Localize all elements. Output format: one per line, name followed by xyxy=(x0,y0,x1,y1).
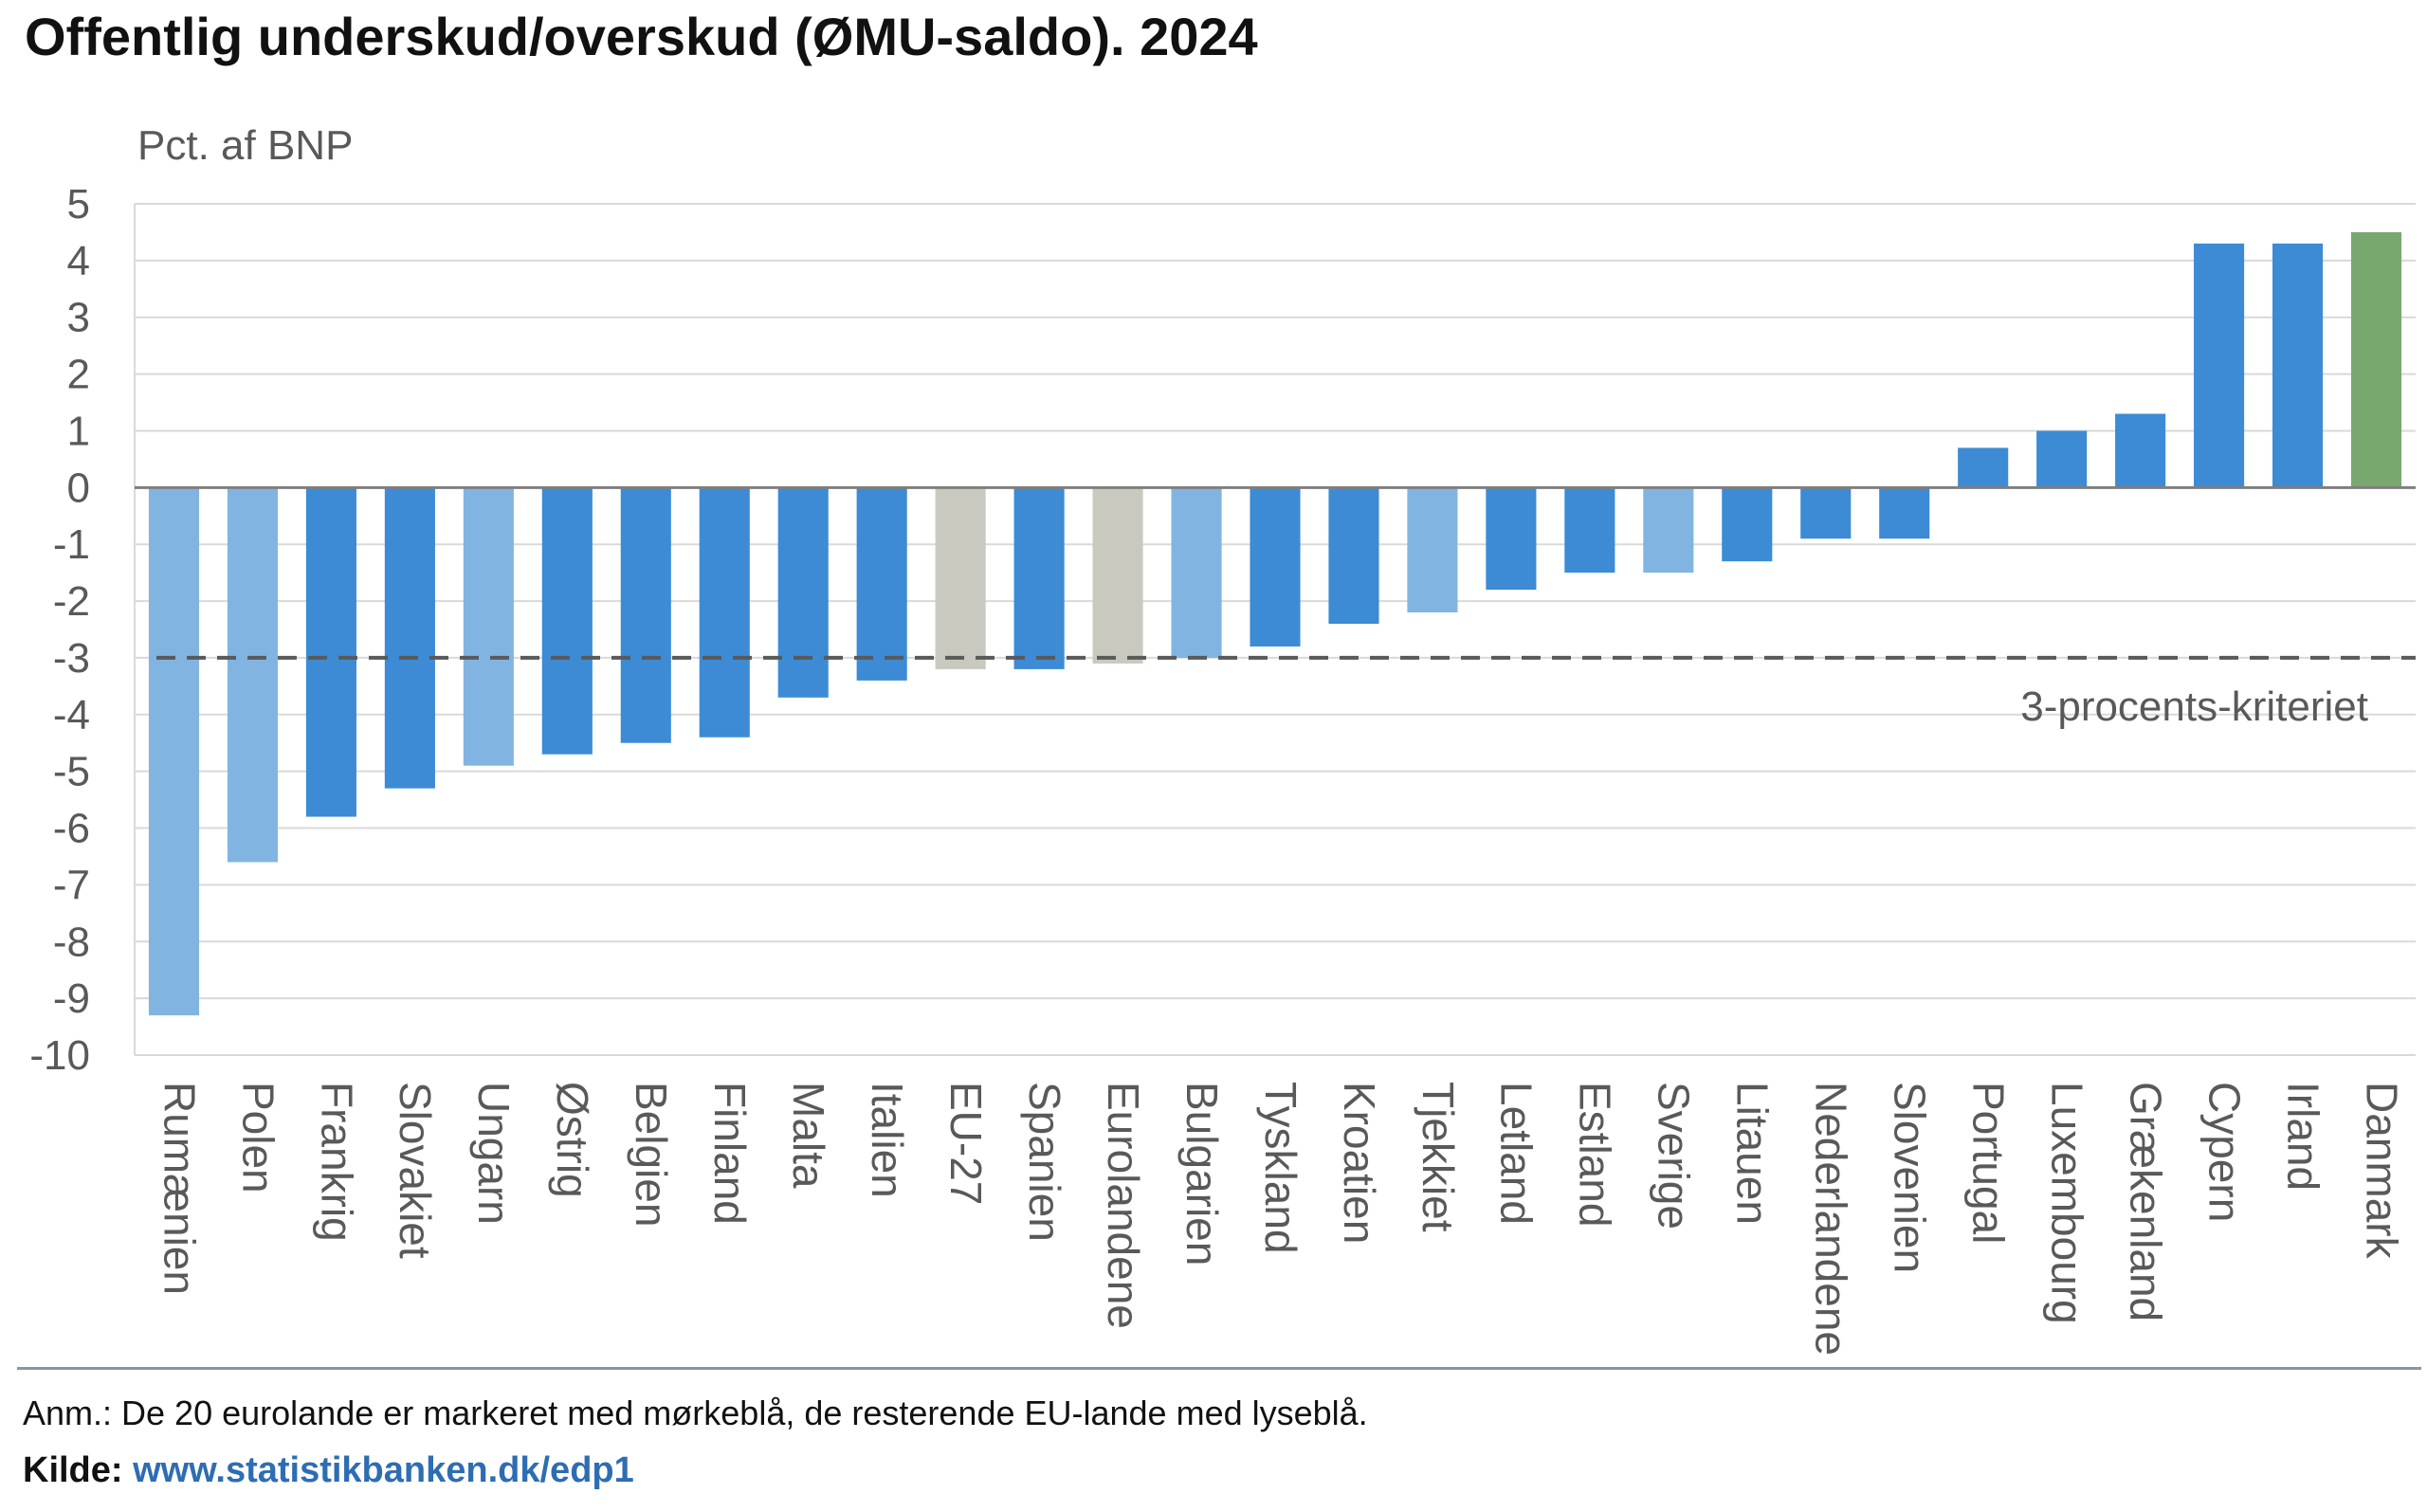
x-tick-label: Bulgarien xyxy=(1177,1082,1227,1266)
y-tick-label: -6 xyxy=(53,806,90,852)
reference-line-label: 3-procents-kriteriet xyxy=(2020,683,2368,730)
y-tick-label: 1 xyxy=(67,408,90,454)
x-tick-label: Belgien xyxy=(627,1082,676,1227)
x-tick-label: Estland xyxy=(1571,1082,1620,1227)
bar xyxy=(1879,487,1930,539)
x-tick-label: Frankrig xyxy=(312,1082,361,1242)
y-tick-label: -9 xyxy=(53,975,90,1022)
chart-title: Offentlig underskud/overskud (ØMU-saldo)… xyxy=(25,7,1258,66)
x-tick-label: Spanien xyxy=(1020,1082,1069,1242)
bar xyxy=(2115,413,2166,488)
gridlines xyxy=(135,203,2416,1056)
bar xyxy=(1643,487,1694,574)
source-link[interactable]: www.statistikbanken.dk/edp1 xyxy=(133,1450,634,1490)
x-tick-label: Letland xyxy=(1492,1082,1542,1225)
bar xyxy=(1800,487,1852,539)
y-tick-label: -1 xyxy=(53,521,90,568)
x-tick-label: Tjekkiet xyxy=(1414,1082,1463,1232)
x-tick-label: Polen xyxy=(233,1082,283,1193)
x-tick-label: Portugal xyxy=(1964,1082,2014,1244)
footer-divider xyxy=(17,1367,2421,1370)
x-tick-label: Irland xyxy=(2278,1082,2327,1191)
x-tick-label: Slovenien xyxy=(1886,1082,1935,1273)
bar xyxy=(1092,487,1143,664)
source-label: Kilde: xyxy=(23,1450,123,1490)
footnote: Anm.: De 20 eurolande er markeret med mø… xyxy=(23,1394,1368,1432)
source-line: Kilde: www.statistikbanken.dk/edp1 xyxy=(23,1450,634,1491)
bar xyxy=(305,487,356,817)
bar xyxy=(1958,447,2009,488)
bars xyxy=(148,231,2402,1016)
bar xyxy=(935,487,986,669)
x-tick-label: Finland xyxy=(705,1082,755,1225)
x-tick-label: Litauen xyxy=(1728,1082,1778,1225)
y-tick-label: -4 xyxy=(53,692,90,738)
x-tick-label: Malta xyxy=(784,1082,833,1189)
x-tick-label: Slovakiet xyxy=(391,1082,440,1259)
x-tick-label: Cypern xyxy=(2199,1082,2249,1222)
bar xyxy=(1722,487,1773,562)
bar xyxy=(1250,487,1301,647)
bar xyxy=(620,487,671,743)
x-tick-label: Grækenland xyxy=(2121,1082,2170,1321)
bar xyxy=(227,487,278,863)
bar xyxy=(384,487,435,789)
axes xyxy=(134,204,2416,1055)
y-tick-label: 0 xyxy=(67,465,90,511)
x-tick-label: Østrig xyxy=(548,1082,597,1198)
x-tick-label: Luxembourg xyxy=(2042,1082,2091,1324)
y-tick-label: -8 xyxy=(53,919,90,965)
y-tick-label: -2 xyxy=(53,578,90,625)
y-tick-label: 5 xyxy=(67,181,90,228)
bar xyxy=(2272,243,2324,488)
x-tick-label: Kroatien xyxy=(1335,1082,1384,1244)
x-tick-label: Tyskland xyxy=(1256,1082,1305,1254)
y-tick-label: -5 xyxy=(53,749,90,795)
bar xyxy=(699,487,750,738)
labels: Pct. af BNP 5 4 3 2 1 0 -1 -2 -3 -4 -5 -6 -7 -8 -9 -10 Ru… xyxy=(29,122,2406,1356)
x-tick-label: Rumænien xyxy=(155,1082,204,1295)
bar xyxy=(777,487,829,698)
x-tick-label: Danmark xyxy=(2357,1082,2406,1260)
bar xyxy=(1171,487,1222,658)
bar-chart: 3-procents-kriteriet Pct. af BNP 5 4 3 2 1 0 -1… xyxy=(29,122,2416,1356)
x-tick-label: Sverige xyxy=(1650,1082,1699,1230)
bar xyxy=(856,487,907,681)
y-tick-label: -10 xyxy=(29,1032,90,1079)
y-tick-label: 4 xyxy=(67,238,90,284)
bar xyxy=(1564,487,1615,574)
x-tick-label: Italien xyxy=(863,1082,912,1198)
bar xyxy=(463,487,514,766)
bar xyxy=(2350,231,2402,488)
bar xyxy=(1013,487,1065,669)
x-tick-label: EU-27 xyxy=(941,1082,991,1205)
bar xyxy=(1486,487,1537,591)
bar xyxy=(1407,487,1458,613)
bar xyxy=(2036,430,2088,488)
x-tick-label: Nederlandene xyxy=(1807,1082,1856,1356)
bar xyxy=(2194,243,2245,488)
bar xyxy=(541,487,593,755)
y-tick-label: -7 xyxy=(53,862,90,908)
bar xyxy=(1328,487,1379,625)
y-tick-label: 3 xyxy=(67,295,90,341)
x-tick-label: Ungarn xyxy=(469,1082,519,1225)
y-tick-label: 2 xyxy=(67,352,90,398)
y-axis-label: Pct. af BNP xyxy=(137,122,353,169)
reference-line-group: 3-procents-kriteriet xyxy=(156,655,2416,730)
y-tick-label: -3 xyxy=(53,635,90,682)
bar xyxy=(148,487,200,1016)
x-tick-label: Eurolandene xyxy=(1099,1082,1148,1329)
